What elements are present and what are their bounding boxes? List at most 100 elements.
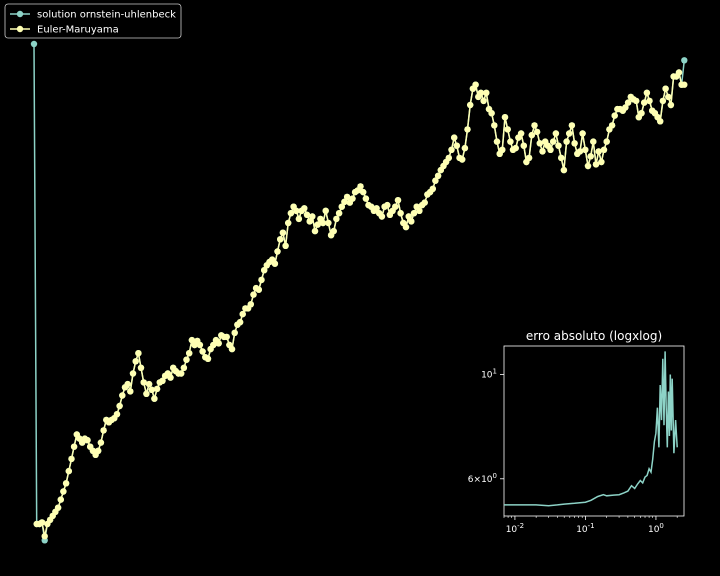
euler-point: [341, 198, 348, 205]
euler-point: [501, 114, 509, 121]
euler-point: [250, 291, 257, 298]
euler-point: [188, 336, 196, 344]
euler-point: [373, 205, 380, 212]
euler-point: [309, 213, 316, 220]
euler-point: [608, 122, 616, 129]
euler-point: [306, 218, 313, 225]
euler-point: [330, 227, 337, 235]
euler-point: [472, 81, 479, 88]
euler-point: [576, 148, 584, 155]
euler-point: [582, 146, 589, 153]
euler-point: [394, 197, 402, 204]
euler-point: [167, 374, 174, 381]
euler-point: [285, 219, 292, 227]
euler-point: [129, 370, 137, 377]
euler-point: [274, 248, 281, 255]
legend-frame: [4, 3, 182, 39]
euler-point: [95, 447, 102, 454]
euler-point: [295, 215, 303, 223]
euler-point: [584, 162, 592, 170]
euler-point: [560, 166, 568, 174]
inset-x-tick-label: 10-2: [506, 522, 524, 535]
legend: solution ornstein-uhlenbeck Euler-Maruya…: [4, 3, 182, 39]
euler-point: [255, 286, 262, 293]
euler-point: [641, 99, 648, 106]
euler-point: [512, 144, 519, 152]
euler-point: [143, 390, 150, 397]
euler-point: [550, 138, 557, 145]
inset-y-tick-label: 101: [481, 368, 497, 381]
euler-point: [552, 130, 560, 137]
euler-point: [338, 203, 345, 210]
euler-point: [148, 386, 155, 393]
euler-point: [555, 142, 562, 149]
euler-point: [392, 203, 399, 210]
euler-point: [325, 219, 332, 227]
euler-point: [566, 130, 573, 137]
euler-point: [520, 142, 527, 149]
euler-point: [429, 185, 436, 192]
euler-point: [681, 81, 688, 88]
euler-point: [421, 199, 428, 206]
euler-point: [311, 227, 319, 235]
ornstein-point: [30, 40, 38, 48]
euler-point: [533, 128, 541, 136]
euler-point: [491, 122, 498, 129]
euler-point: [119, 392, 126, 399]
euler-point: [528, 131, 535, 139]
inset-y-tick-label: 6×100: [468, 472, 497, 485]
euler-point: [159, 377, 166, 384]
euler-point: [137, 364, 145, 371]
euler-point: [132, 358, 139, 365]
euler-point: [517, 130, 525, 137]
euler-point: [643, 89, 651, 97]
euler-point: [65, 467, 73, 475]
euler-point: [633, 97, 640, 105]
euler-point: [196, 341, 204, 349]
euler-point: [590, 138, 597, 145]
euler-point: [41, 533, 48, 540]
euler-point: [303, 211, 311, 218]
legend-marker-euler: [16, 25, 24, 33]
euler-point: [598, 158, 605, 166]
euler-point: [531, 122, 538, 129]
euler-point: [611, 112, 618, 119]
inset-chart: erro absoluto (logxlog) 10-2 10-1 100 6×100…: [468, 329, 685, 535]
euler-point: [343, 193, 351, 201]
euler-point: [186, 350, 193, 357]
euler-point: [461, 144, 469, 152]
inset-plot-area: [504, 351, 678, 507]
euler-point: [504, 126, 511, 133]
euler-point: [416, 207, 423, 214]
euler-point: [145, 380, 153, 388]
euler-point: [638, 110, 645, 117]
euler-point: [301, 205, 308, 212]
euler-point: [362, 195, 370, 202]
euler-point: [493, 138, 501, 145]
euler-point: [657, 118, 664, 125]
euler-point: [153, 385, 161, 393]
euler-point: [405, 213, 412, 220]
euler-point: [432, 177, 439, 184]
euler-point: [239, 310, 246, 318]
inset-title: erro absoluto (logxlog): [526, 329, 662, 343]
euler-point: [113, 411, 121, 418]
euler-point: [480, 97, 487, 105]
legend-label-ornstein: solution ornstein-uhlenbeck: [37, 10, 176, 21]
euler-point: [124, 380, 131, 388]
euler-point: [525, 154, 533, 162]
euler-point: [547, 146, 554, 153]
euler-point: [199, 348, 206, 355]
euler-point: [60, 488, 67, 495]
euler-point: [333, 215, 340, 223]
euler-point: [349, 195, 356, 202]
euler-point: [665, 93, 672, 101]
euler-point: [261, 267, 268, 274]
euler-point: [624, 99, 632, 106]
euler-point: [600, 146, 608, 153]
euler-point: [319, 219, 327, 227]
euler-point: [402, 223, 410, 231]
legend-label-euler: Euler-Maruyama: [37, 25, 119, 36]
euler-point: [178, 370, 185, 377]
